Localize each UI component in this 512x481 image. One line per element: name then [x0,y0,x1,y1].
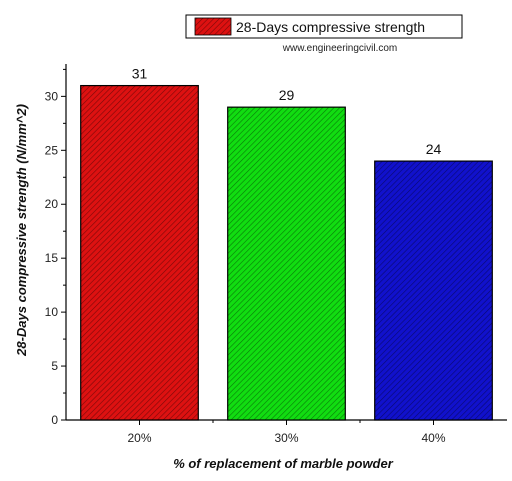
legend-swatch [194,17,232,36]
x-tick-label: 20% [127,431,151,445]
x-tick-label: 30% [274,431,298,445]
bar-40pct [374,160,493,421]
legend: 28-Days compressive strength [185,14,463,39]
y-axis-title: 28-Days compressive strength (N/mm^2) [14,104,29,357]
legend-box [185,14,463,39]
data-label: 31 [132,66,148,82]
y-tick-label: 20 [45,197,59,211]
x-tick-label: 40% [421,431,445,445]
y-tick-label: 15 [45,251,59,265]
y-tick-label: 5 [51,359,58,373]
legend-label: 28-Days compressive strength [236,19,425,35]
bar-20pct [80,84,199,421]
data-label: 24 [426,141,442,157]
y-tick-label: 30 [45,89,59,103]
plot-area: 0 5 10 15 20 25 30 31 20% 29 30% 24 40% [45,64,507,445]
bar-30pct [227,106,346,421]
x-axis-title: % of replacement of marble powder [173,456,394,471]
y-tick-label: 25 [45,143,59,157]
watermark-text: www.engineeringcivil.com [282,43,398,54]
y-tick-label: 0 [51,413,58,427]
y-tick-label: 10 [45,305,59,319]
data-label: 29 [279,87,295,103]
